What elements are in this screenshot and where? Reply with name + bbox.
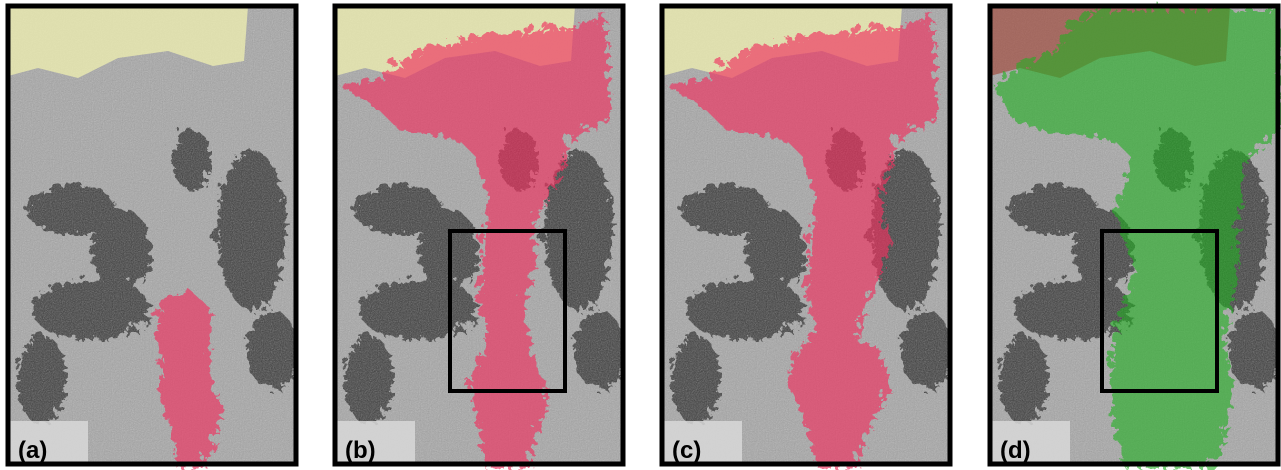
panel-label: (c) [672,437,701,464]
panel: (b) [335,6,623,464]
map-texture [8,6,296,464]
figure: (a) (b) (c) (d) [0,0,1281,470]
panel-label: (a) [18,437,47,464]
panel: (c) [662,6,950,464]
panel-label: (b) [345,437,376,464]
panel: (a) [8,6,296,464]
panel: (d) [990,6,1278,464]
panel-label: (d) [1000,437,1031,464]
